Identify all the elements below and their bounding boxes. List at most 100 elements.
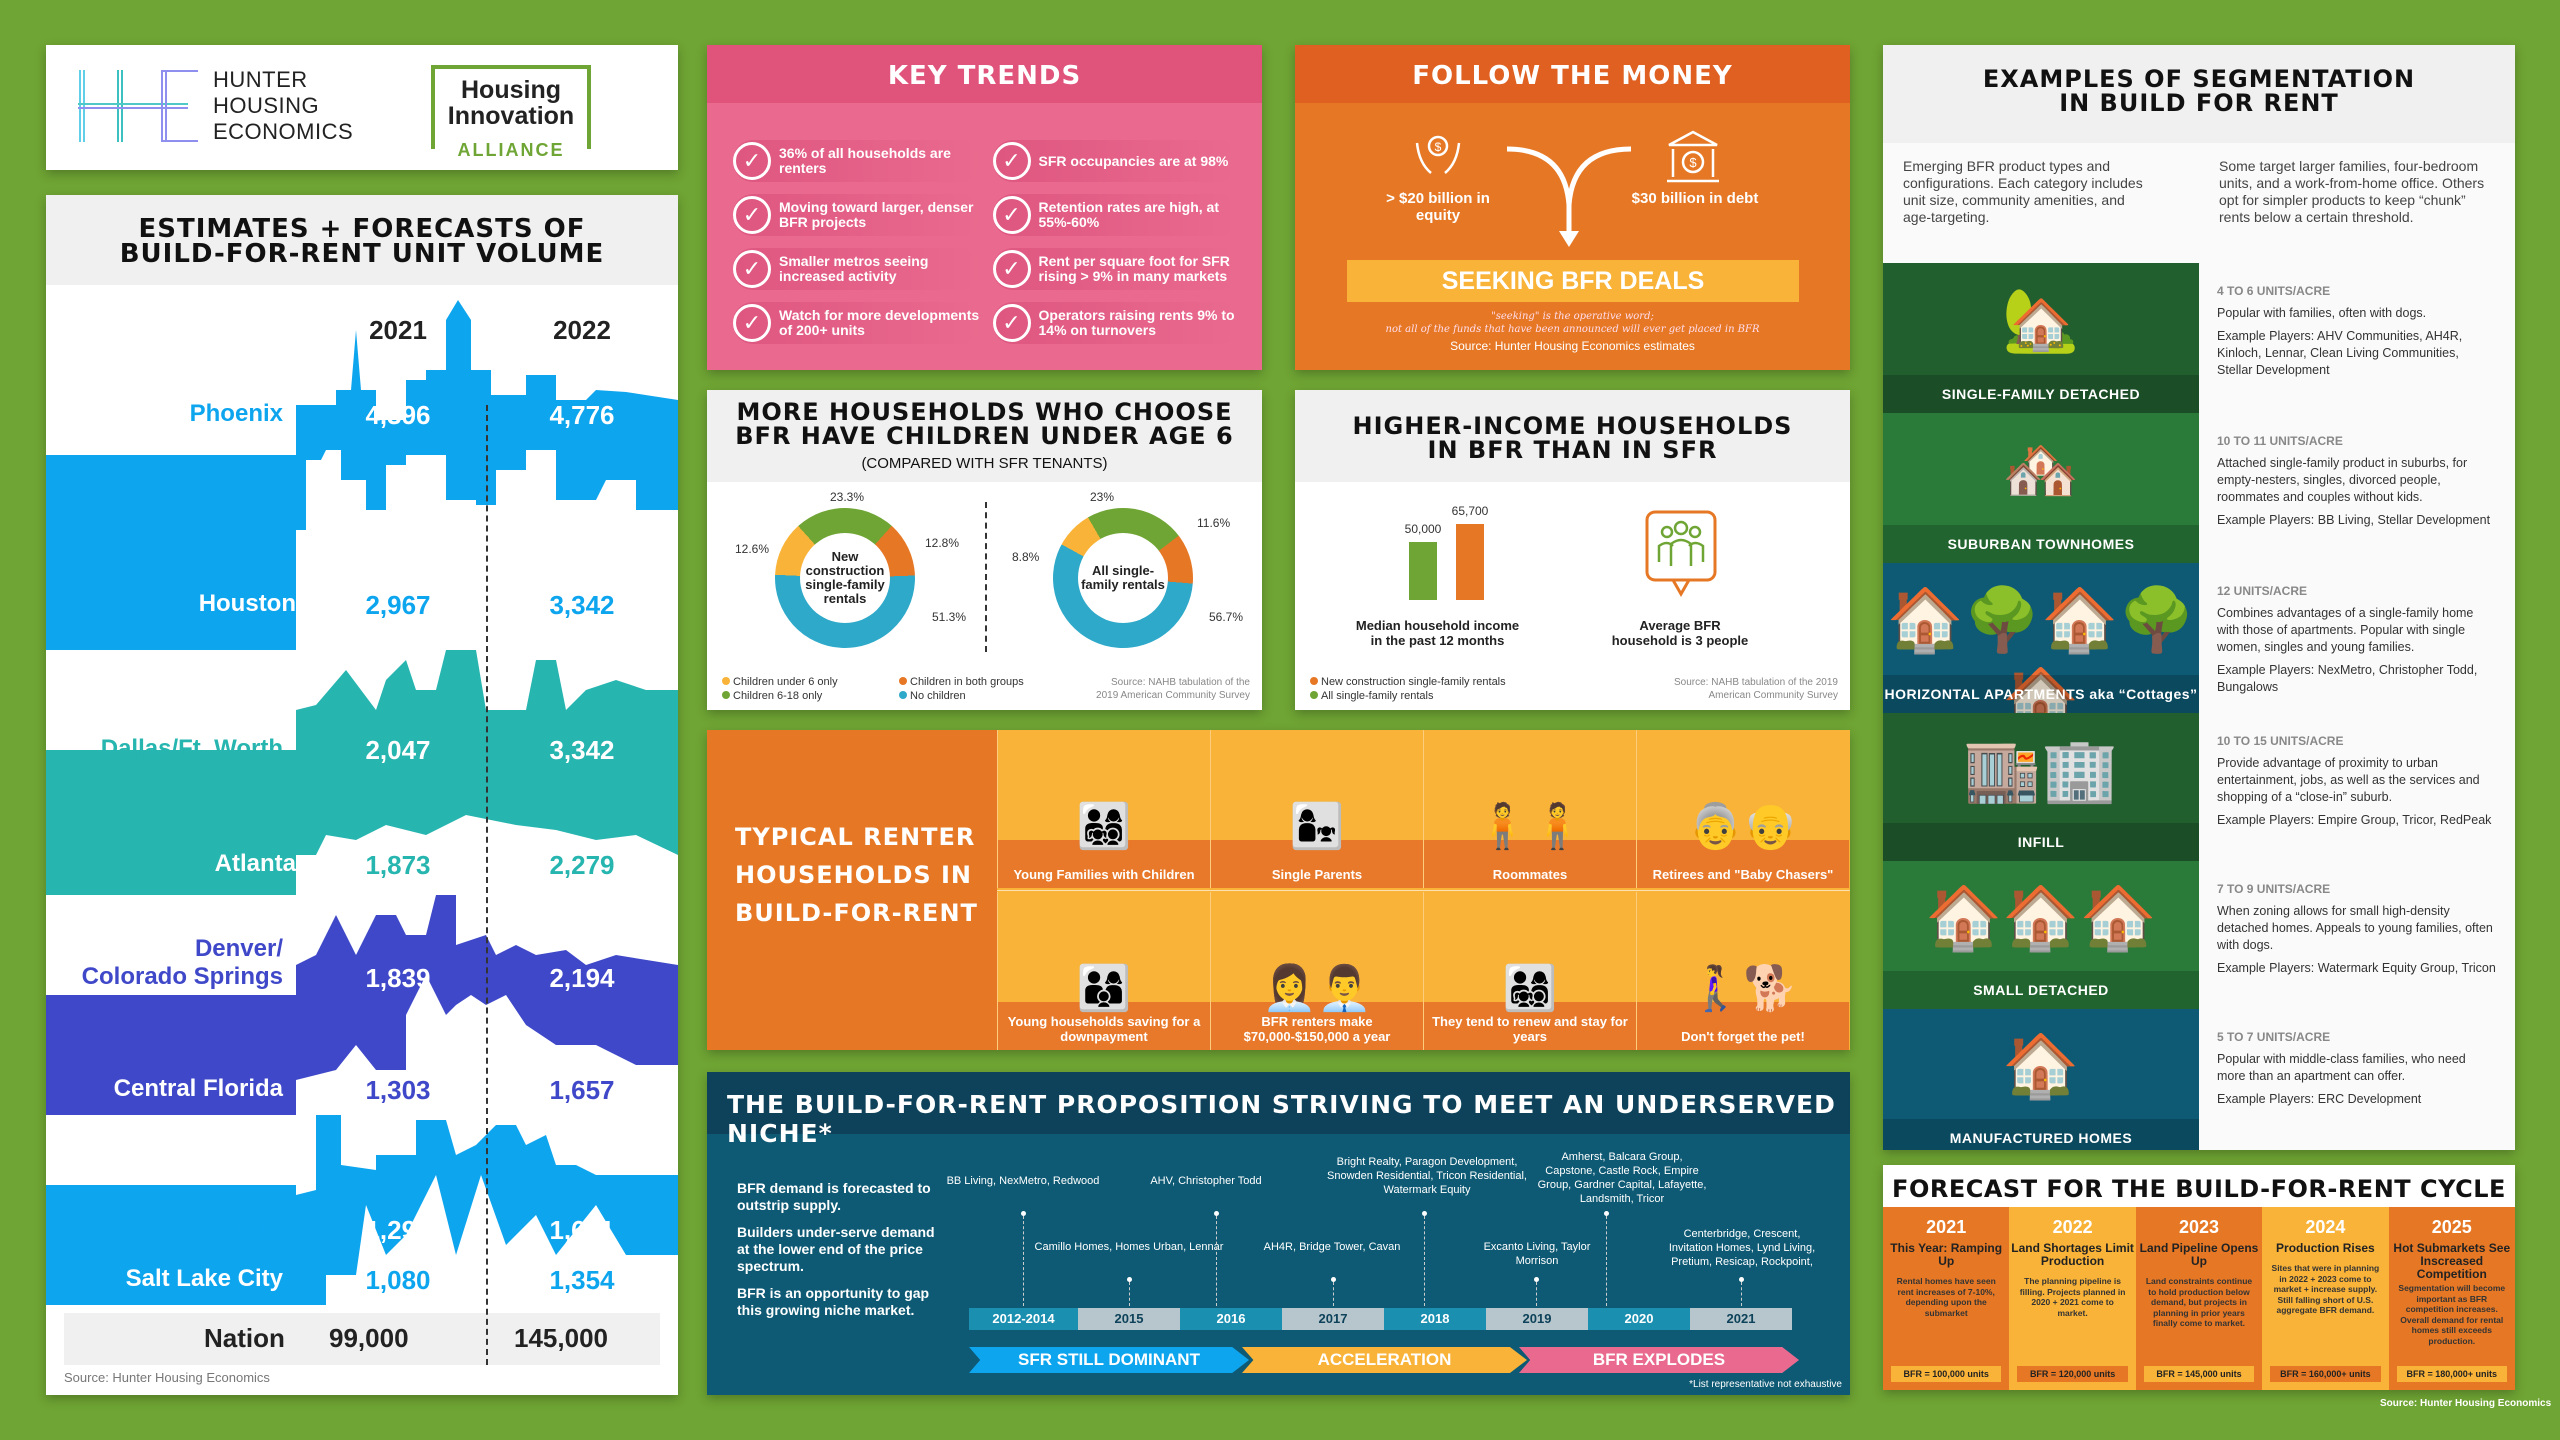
hands-coin-icon: $ <box>1415 135 1461 174</box>
source-line2: American Community Survey <box>1708 690 1838 701</box>
phase-bfr-explodes: BFR EXPLODES <box>1519 1347 1799 1373</box>
trend-text: SFR occupancies are at 98% <box>1038 152 1229 169</box>
value-2021: 1,839 <box>365 963 431 993</box>
segment-small-detached: 🏠🏠🏠 SMALL DETACHED 7 TO 9 UNITS/ACRE When … <box>1883 861 2515 1009</box>
hia-logo: Housing Innovation ALLIANCE <box>431 65 591 161</box>
timeline-panel: THE BUILD-FOR-RENT PROPOSITION STRIVING … <box>707 1072 1850 1395</box>
legend-all: All single-family rentals <box>1321 690 1434 702</box>
woman-dog-figure-icon: 🚶‍♀️🐕 <box>1688 964 1798 1013</box>
value-2022: 2,279 <box>549 850 615 880</box>
companies-2020: Amherst, Balcara Group, Capstone, Castle… <box>1537 1151 1707 1205</box>
donut2-label: All single-family rentals <box>1078 533 1168 623</box>
value-2022: 1,657 <box>549 1075 615 1105</box>
renter-cell: 👵👴 Retirees and "Baby Chasers" <box>1636 730 1849 888</box>
year-2021: 2021 <box>369 315 427 345</box>
donut-all-sfr-center: All single-family rentals <box>1053 508 1193 648</box>
year-headers: 2021 2022 <box>46 315 678 345</box>
timeline-stem <box>1606 1216 1607 1306</box>
metro-label-line2: Colorado Springs <box>81 963 283 990</box>
value-2022: 3,342 <box>549 735 615 765</box>
legend-under6: Children under 6 only <box>733 676 838 688</box>
segment-manufactured-homes: 🏠 MANUFACTURED HOMES 5 TO 7 UNITS/ACRE Pop… <box>1883 1009 2515 1150</box>
timeline-stem <box>1333 1282 1334 1306</box>
value-2021: 1,294 <box>365 1215 431 1245</box>
renter-caption: Don't forget the pet! <box>1681 1029 1805 1044</box>
legend-dot-blue <box>899 691 907 699</box>
legend-dot-orange <box>1310 677 1318 685</box>
svg-text:$: $ <box>1689 155 1697 170</box>
d2-pct-none: 56.7% <box>1209 610 1244 624</box>
logo-panel: HUNTER HOUSING ECONOMICS Housing Innovat… <box>46 45 678 170</box>
forecast-desc: Land constraints continue to hold produc… <box>2145 1276 2253 1328</box>
check-icon: ✓ <box>733 196 771 234</box>
segment-desc: Attached single-family product in suburb… <box>2217 456 2468 504</box>
segment-players: Example Players: Watermark Equity Group,… <box>2217 961 2496 975</box>
value-2021: 2,967 <box>365 590 431 620</box>
forecast-head: This Year: Ramping Up <box>1890 1241 2003 1268</box>
people-speech-bubble-icon <box>1645 510 1717 598</box>
legend-dot-orange <box>899 677 907 685</box>
segment-suburban-townhomes: 🏘️ SUBURBAN TOWNHOMES 10 TO 11 UNITS/ACRE… <box>1883 413 2515 563</box>
metro-row-dallas: Dallas/Ft. Worth 2,047 3,342 <box>46 650 678 795</box>
year-bar: 2016 <box>1180 1308 1282 1330</box>
renter-households-title: TYPICAL RENTER HOUSEHOLDS IN BUILD-FOR-R… <box>707 730 997 1050</box>
donut-new-construction-center: New construction single-family rentals <box>775 508 915 648</box>
segmentation-title-line2: IN BUILD FOR RENT <box>2059 89 2339 117</box>
couple-baby-figure-icon: 👨‍👩‍👦 <box>1076 964 1132 1013</box>
forecast-year: 2023 <box>2178 1217 2220 1237</box>
townhomes-icon: 🏘️ <box>2002 436 2080 505</box>
key-trends-list: ✓ 36% of all households are renters ✓ SFR … <box>733 140 1242 344</box>
timeline-stem <box>1424 1216 1425 1306</box>
companies-2021: Centerbridge, Crescent, Invitation Homes… <box>1668 1228 1816 1268</box>
trend-item: ✓ Operators raising rents 9% to 14% on tu… <box>992 302 1242 344</box>
income-source: Source: NAHB tabulation of the 2019 Amer… <box>1674 676 1838 702</box>
source-line1: Source: NAHB tabulation of the <box>1111 677 1250 688</box>
value-2021: 4,396 <box>365 400 431 430</box>
timeline-title: THE BUILD-FOR-RENT PROPOSITION STRIVING … <box>707 1072 1850 1148</box>
metro-label: Houston <box>198 590 296 617</box>
children-legend-left: Children under 6 only Children 6-18 only <box>722 675 838 703</box>
companies-2015: Camillo Homes, Homes Urban, Lennar <box>1034 1241 1224 1253</box>
timeline-intro: BFR demand is forecasted to outstrip sup… <box>737 1180 937 1329</box>
check-icon: ✓ <box>992 250 1031 288</box>
renter-caption: Retirees and "Baby Chasers" <box>1652 867 1834 882</box>
year-bar: 2015 <box>1078 1308 1180 1330</box>
legend-both: Children in both groups <box>910 676 1024 688</box>
metro-label: Dallas/Ft. Worth <box>100 735 283 762</box>
trend-text: Retention rates are high, at 55%-60% <box>1038 199 1219 230</box>
key-trends-title: KEY TRENDS <box>707 45 1262 103</box>
metro-row-denver: Denver/ Colorado Springs 1,839 2,194 Cen… <box>46 895 678 1115</box>
intro-point: BFR demand is forecasted to outstrip sup… <box>737 1180 931 1213</box>
forecast-year: 2021 <box>1926 1217 1967 1237</box>
hhe-line3: ECONOMICS <box>213 119 354 144</box>
donut-divider <box>985 502 987 652</box>
renter-caption: Roommates <box>1492 867 1568 882</box>
year-bar: 2020 <box>1588 1308 1690 1330</box>
renter-caption: Single Parents <box>1271 867 1363 882</box>
source-line1: Source: NAHB tabulation of the 2019 <box>1674 677 1838 688</box>
renter-cell: 👨‍👩‍👦 Young households saving for a downp… <box>997 892 1210 1050</box>
metro-label: Denver/ Colorado Springs <box>82 935 283 991</box>
forecast-year: 2025 <box>2431 1217 2472 1237</box>
metro-label: Austin <box>208 1215 283 1242</box>
estimates-title-line2: BUILD-FOR-RENT UNIT VOLUME <box>119 239 605 269</box>
segment-players: Example Players: BB Living, Stellar Deve… <box>2217 513 2491 527</box>
forecast-units: BFR = 145,000 units <box>2143 1366 2255 1382</box>
forecast-col-2024: 2024 Production Rises Sites that were in… <box>2262 1207 2389 1390</box>
source-line2: 2019 American Community Survey <box>1096 690 1250 701</box>
segment-density: 10 TO 15 UNITS/ACRE <box>2217 734 2344 748</box>
houston-band <box>46 550 296 650</box>
segment-density: 10 TO 11 UNITS/ACRE <box>2217 434 2343 448</box>
timeline-stem <box>1023 1216 1024 1306</box>
people-caption: Average BFR household is 3 people <box>1611 618 1749 648</box>
metro-label: Salt Lake City <box>125 1265 283 1292</box>
year-2022: 2022 <box>553 315 611 345</box>
check-icon: ✓ <box>992 304 1031 342</box>
renter-cell: 👨‍👩‍👧‍👦 They tend to renew and stay for y… <box>1423 892 1636 1050</box>
phase-sfr-dominant: SFR STILL DOMINANT <box>969 1347 1249 1373</box>
segment-horizontal-apartments: 🏠🌳🏠🌳🏠 HORIZONTAL APARTMENTS aka “Cottages… <box>1883 563 2515 735</box>
estimates-title-line1: ESTIMATES + FORECASTS OF <box>138 214 586 244</box>
segment-desc: Provide advantage of proximity to urban … <box>2217 756 2480 804</box>
nation-label: Nation <box>204 1323 285 1353</box>
segmentation-intro-right: Some target larger families, four-bedroo… <box>2219 158 2485 225</box>
